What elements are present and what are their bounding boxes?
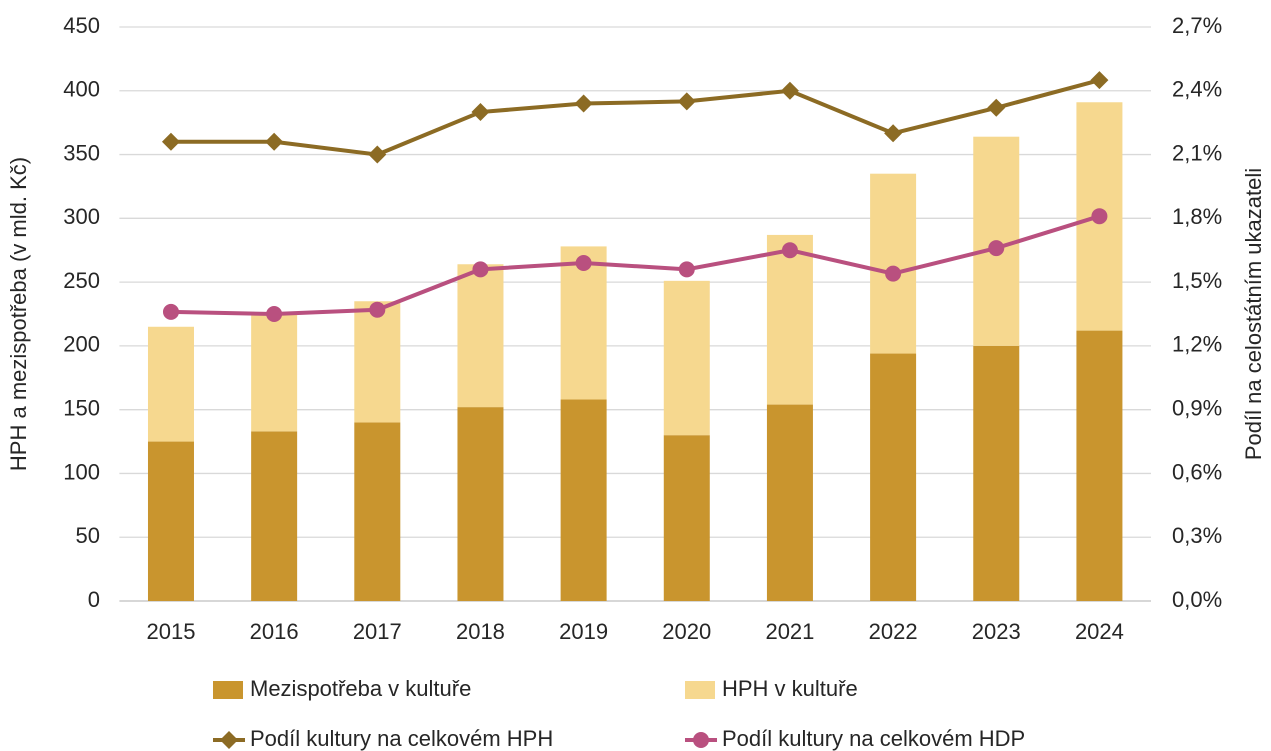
bar: [457, 264, 504, 408]
bar: [870, 173, 917, 354]
x-tick-label: 2022: [869, 619, 918, 644]
bar: [766, 404, 813, 601]
bar: [870, 353, 917, 601]
x-tick-label: 2020: [662, 619, 711, 644]
line-marker: [266, 306, 283, 322]
line-marker: [575, 254, 592, 271]
bar: [973, 345, 1020, 601]
y2-tick-label: 1,8%: [1172, 204, 1222, 229]
x-tick-label: 2021: [765, 619, 814, 644]
y2-tick-label: 0,9%: [1172, 395, 1222, 420]
bar: [560, 399, 607, 601]
x-tick-label: 2016: [250, 619, 299, 644]
line-marker: [574, 94, 593, 113]
bar: [354, 301, 401, 423]
line-marker: [1091, 208, 1108, 225]
y2-axis-label: Podíl na celostátním ukazateli: [1241, 168, 1266, 460]
line-marker: [781, 242, 798, 259]
line-marker: [780, 81, 799, 100]
line-marker: [885, 265, 902, 282]
line-marker: [988, 240, 1005, 257]
y-tick-label: 450: [63, 13, 100, 38]
y-tick-label: 250: [63, 268, 100, 293]
x-tick-label: 2018: [456, 619, 505, 644]
bar: [251, 314, 298, 432]
y-tick-label: 350: [63, 140, 100, 165]
line-marker: [884, 124, 903, 143]
y2-tick-label: 2,4%: [1172, 77, 1222, 102]
y-tick-label: 100: [63, 459, 100, 484]
legend-marker: [220, 731, 238, 749]
line-marker: [987, 98, 1006, 117]
legend-marker: [693, 732, 709, 748]
bar: [251, 431, 298, 601]
x-tick-label: 2015: [147, 619, 196, 644]
y2-tick-label: 1,2%: [1172, 332, 1222, 357]
legend-swatch: [213, 681, 243, 699]
bar: [457, 407, 504, 601]
y-tick-label: 150: [63, 395, 100, 420]
bar: [354, 422, 401, 601]
y2-tick-label: 0,0%: [1172, 587, 1222, 612]
line-marker: [161, 132, 180, 151]
y-axis-label: HPH a mezispotřeba (v mld. Kč): [6, 157, 31, 471]
bar: [147, 326, 194, 442]
y2-tick-label: 1,5%: [1172, 268, 1222, 293]
bar: [147, 441, 194, 601]
line-marker: [472, 261, 489, 278]
x-tick-label: 2023: [972, 619, 1021, 644]
line-marker: [677, 92, 696, 111]
y-tick-label: 300: [63, 204, 100, 229]
x-tick-label: 2019: [559, 619, 608, 644]
y2-tick-label: 2,1%: [1172, 140, 1222, 165]
y2-tick-label: 0,6%: [1172, 459, 1222, 484]
bar: [766, 234, 813, 405]
y-tick-label: 50: [76, 523, 100, 548]
legend-swatch: [685, 681, 715, 699]
legend-label: Mezispotřeba v kultuře: [250, 676, 471, 701]
y-tick-label: 400: [63, 77, 100, 102]
line-marker: [1090, 71, 1109, 90]
line-marker: [162, 303, 179, 320]
line-marker: [265, 132, 284, 151]
line-marker: [678, 261, 695, 278]
y2-tick-label: 0,3%: [1172, 523, 1222, 548]
line-marker: [369, 301, 386, 318]
legend-label: Podíl kultury na celkovém HPH: [250, 726, 553, 751]
line: [170, 214, 1101, 317]
y-tick-label: 200: [63, 332, 100, 357]
bar: [560, 246, 607, 400]
legend-label: HPH v kultuře: [722, 676, 858, 701]
line: [170, 78, 1100, 157]
x-tick-label: 2024: [1075, 619, 1124, 644]
legend-label: Podíl kultury na celkovém HDP: [722, 726, 1025, 751]
x-tick-label: 2017: [353, 619, 402, 644]
bar: [663, 280, 710, 436]
y-tick-label: 0: [88, 587, 100, 612]
line-marker: [471, 103, 490, 122]
line-marker: [368, 145, 387, 164]
y2-tick-label: 2,7%: [1172, 13, 1222, 38]
bar: [1076, 330, 1123, 601]
bar: [663, 435, 710, 601]
